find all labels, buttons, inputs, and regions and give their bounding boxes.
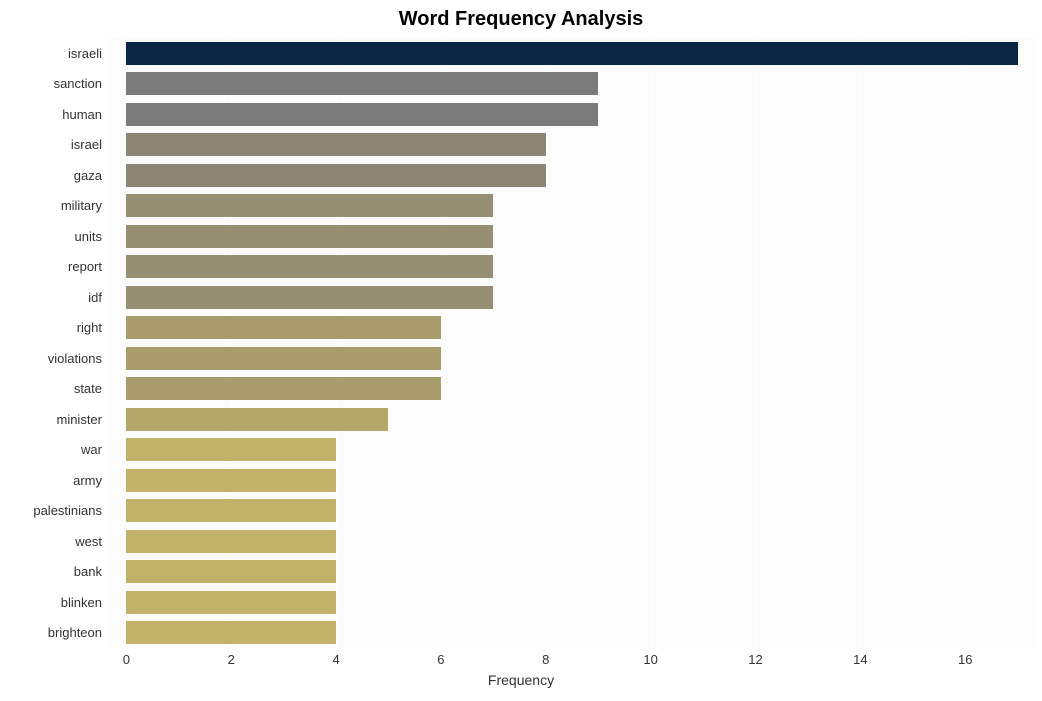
grid-line [546,38,547,648]
bar [126,286,493,309]
bar [126,469,336,492]
bar [126,408,388,431]
y-tick-label: idf [88,290,102,305]
x-tick-label: 10 [643,652,657,667]
grid-line [860,38,861,648]
x-tick-label: 12 [748,652,762,667]
y-tick-label: war [81,442,102,457]
x-axis-labels: 0 2 4 6 8 10 12 14 16 [108,652,1036,672]
y-tick-label: israel [71,137,102,152]
bar [126,255,493,278]
grid-line [441,38,442,648]
y-tick-label: gaza [74,168,102,183]
y-tick-label: military [61,198,102,213]
grid-line [336,38,337,648]
grid-line [126,38,127,648]
y-tick-label: state [74,381,102,396]
bar [126,438,336,461]
y-tick-label: human [62,107,102,122]
y-tick-label: report [68,259,102,274]
grid-line [756,38,757,648]
bar [126,194,493,217]
x-tick-label: 16 [958,652,972,667]
y-tick-label: violations [48,351,102,366]
y-tick-label: minister [56,412,102,427]
bar [126,72,598,95]
y-tick-label: right [77,320,102,335]
grid-line [231,38,232,648]
x-tick-label: 6 [437,652,444,667]
y-tick-label: brighteon [48,625,102,640]
y-tick-label: west [75,534,102,549]
bar [126,133,545,156]
grid-line [965,38,966,648]
x-axis-title: Frequency [0,672,1042,688]
y-tick-label: israeli [68,46,102,61]
x-tick-label: 8 [542,652,549,667]
x-tick-label: 2 [228,652,235,667]
y-tick-label: sanction [54,76,102,91]
y-tick-label: units [75,229,102,244]
grid-line [651,38,652,648]
bar [126,560,336,583]
chart-title: Word Frequency Analysis [0,8,1042,31]
bar [126,164,545,187]
bar [126,42,1017,65]
x-tick-label: 14 [853,652,867,667]
bar [126,347,441,370]
y-tick-label: bank [74,564,102,579]
x-tick-label: 4 [332,652,339,667]
plot-area [108,38,1036,648]
y-axis-labels: israeli sanction human israel gaza military un… [0,38,108,648]
bar [126,530,336,553]
bar [126,591,336,614]
bar [126,499,336,522]
bar [126,377,441,400]
y-tick-label: palestinians [33,503,102,518]
bar [126,621,336,644]
bar [126,103,598,126]
x-tick-label: 0 [123,652,130,667]
bar [126,316,441,339]
y-tick-label: army [73,473,102,488]
y-tick-label: blinken [61,595,102,610]
bar [126,225,493,248]
